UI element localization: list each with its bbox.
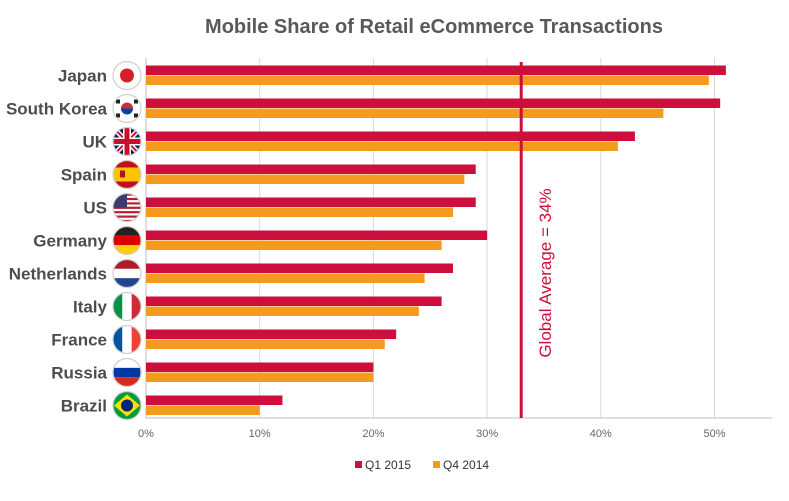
x-tick-label: 0% — [138, 428, 154, 440]
bar-q1-2015 — [146, 230, 488, 240]
bar-q1-2015 — [146, 131, 635, 141]
category-label: South Korea — [6, 100, 108, 119]
legend-label: Q1 2015 — [365, 458, 411, 472]
netherlands-flag-icon — [113, 259, 141, 288]
japan-flag-icon — [113, 61, 141, 90]
bar-q4-2014 — [146, 372, 374, 382]
bar-q4-2014 — [146, 75, 709, 85]
bar-q1-2015 — [146, 98, 721, 108]
category-label: Italy — [73, 298, 108, 317]
bar-q4-2014 — [146, 240, 442, 250]
category-label: US — [83, 199, 107, 218]
bar-q1-2015 — [146, 329, 397, 339]
x-tick-label: 50% — [703, 428, 725, 440]
france-flag-icon — [113, 325, 141, 354]
south-korea-flag-icon — [113, 94, 141, 123]
us-flag-icon — [113, 193, 141, 222]
flag-icon-border — [112, 324, 142, 355]
flag-icon-border — [112, 357, 142, 388]
category-label: France — [51, 331, 107, 350]
bar-q4-2014 — [146, 339, 385, 349]
bar-q1-2015 — [146, 164, 476, 174]
bar-q1-2015 — [146, 362, 374, 372]
bar-q1-2015 — [146, 296, 442, 306]
bar-q4-2014 — [146, 141, 618, 151]
legend: Q1 2015 Q4 2014 — [355, 458, 489, 472]
x-tick-label: 20% — [362, 428, 384, 440]
italy-flag-icon — [113, 292, 141, 321]
germany-flag-icon — [113, 226, 141, 255]
chart-title: Mobile Share of Retail eCommerce Transac… — [205, 16, 663, 38]
bar-q4-2014 — [146, 207, 453, 217]
russia-flag-icon — [113, 358, 141, 387]
spain-flag-icon — [113, 160, 141, 189]
bar-q1-2015 — [146, 197, 476, 207]
category-labels: Japan South Korea UK Spain US Germany Netherla… — [6, 67, 108, 416]
bar-q1-2015 — [146, 263, 453, 273]
legend-swatch — [433, 461, 440, 468]
uk-flag-icon — [113, 127, 141, 156]
bar-q1-2015 — [146, 395, 283, 405]
bar-q1-2015 — [146, 65, 726, 75]
flag-icon-border — [112, 192, 142, 223]
flag-icons — [112, 60, 142, 421]
x-axis: 0% 10% 20% 30% 40% 50% — [138, 58, 772, 440]
flag-icon-border — [112, 258, 142, 289]
x-tick-label: 30% — [476, 428, 498, 440]
flag-icon-border — [112, 93, 142, 124]
bar-series — [146, 65, 726, 415]
legend-swatch — [355, 461, 362, 468]
category-label: Russia — [51, 364, 107, 383]
category-label: Netherlands — [9, 265, 107, 284]
brazil-flag-icon — [113, 391, 141, 420]
bar-q4-2014 — [146, 174, 465, 184]
flag-icon-border — [112, 291, 142, 322]
reference-line-group: Global Average = 34% — [519, 62, 555, 418]
x-tick-label: 10% — [249, 428, 271, 440]
bar-q4-2014 — [146, 405, 260, 415]
bar-q4-2014 — [146, 273, 425, 283]
legend-label: Q4 2014 — [443, 458, 489, 472]
flag-icon-border — [112, 159, 142, 190]
category-label: UK — [82, 133, 107, 152]
flag-icon-border — [112, 126, 142, 157]
category-label: Brazil — [61, 397, 107, 416]
global-average-label: Global Average = 34% — [536, 188, 555, 357]
flag-icon-border — [112, 390, 142, 421]
category-label: Spain — [61, 166, 107, 185]
flag-icon-border — [112, 60, 142, 91]
x-tick-label: 40% — [590, 428, 612, 440]
category-label: Japan — [58, 67, 107, 86]
category-label: Germany — [33, 232, 107, 251]
bar-q4-2014 — [146, 108, 664, 118]
flag-icon-border — [112, 225, 142, 256]
bar-q4-2014 — [146, 306, 419, 316]
